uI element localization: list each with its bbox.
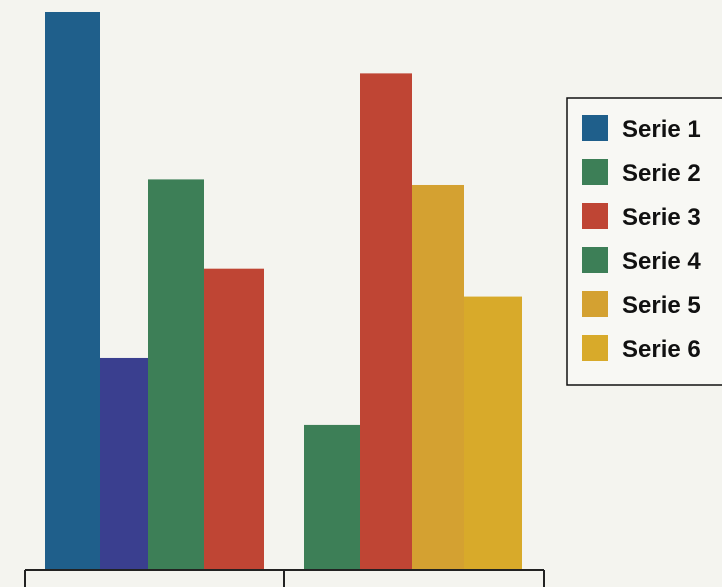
bar-serie-4-group-1 [204, 268, 264, 570]
legend-label: Serie 2 [622, 160, 701, 187]
bar-serie-4-group-2 [360, 73, 412, 570]
bar-serie-3-group-2 [304, 424, 360, 570]
legend-label: Serie 3 [622, 204, 701, 231]
legend-item-1: Serie 1 [582, 115, 701, 143]
legend-swatch [582, 115, 608, 141]
legend-item-2: Serie 2 [582, 159, 701, 187]
legend-label: Serie 6 [622, 336, 701, 363]
legend-item-5: Serie 5 [582, 291, 701, 319]
legend-item-6: Serie 6 [582, 335, 701, 363]
legend-swatch [582, 291, 608, 317]
legend-swatch [582, 335, 608, 361]
x-axis [24, 569, 545, 587]
legend-swatch [582, 203, 608, 229]
legend-item-3: Serie 3 [582, 203, 701, 231]
bar-serie-3-group-1 [148, 179, 204, 570]
bar-serie-6-group-2 [464, 296, 522, 570]
bar-serie-1-group-1 [45, 12, 100, 570]
legend-swatch [582, 159, 608, 185]
legend-label: Serie 5 [622, 292, 701, 319]
legend-item-4: Serie 4 [582, 247, 701, 275]
bar-serie-2-group-1 [100, 357, 148, 570]
bar-serie-5-group-2 [412, 184, 464, 571]
legend-label: Serie 4 [622, 248, 701, 275]
legend: Serie 1 Serie 2 Serie 3 Serie 4 Serie 5 Serie… [566, 97, 722, 386]
bars-layer [45, 12, 522, 571]
legend-swatch [582, 247, 608, 273]
legend-label: Serie 1 [622, 116, 701, 143]
